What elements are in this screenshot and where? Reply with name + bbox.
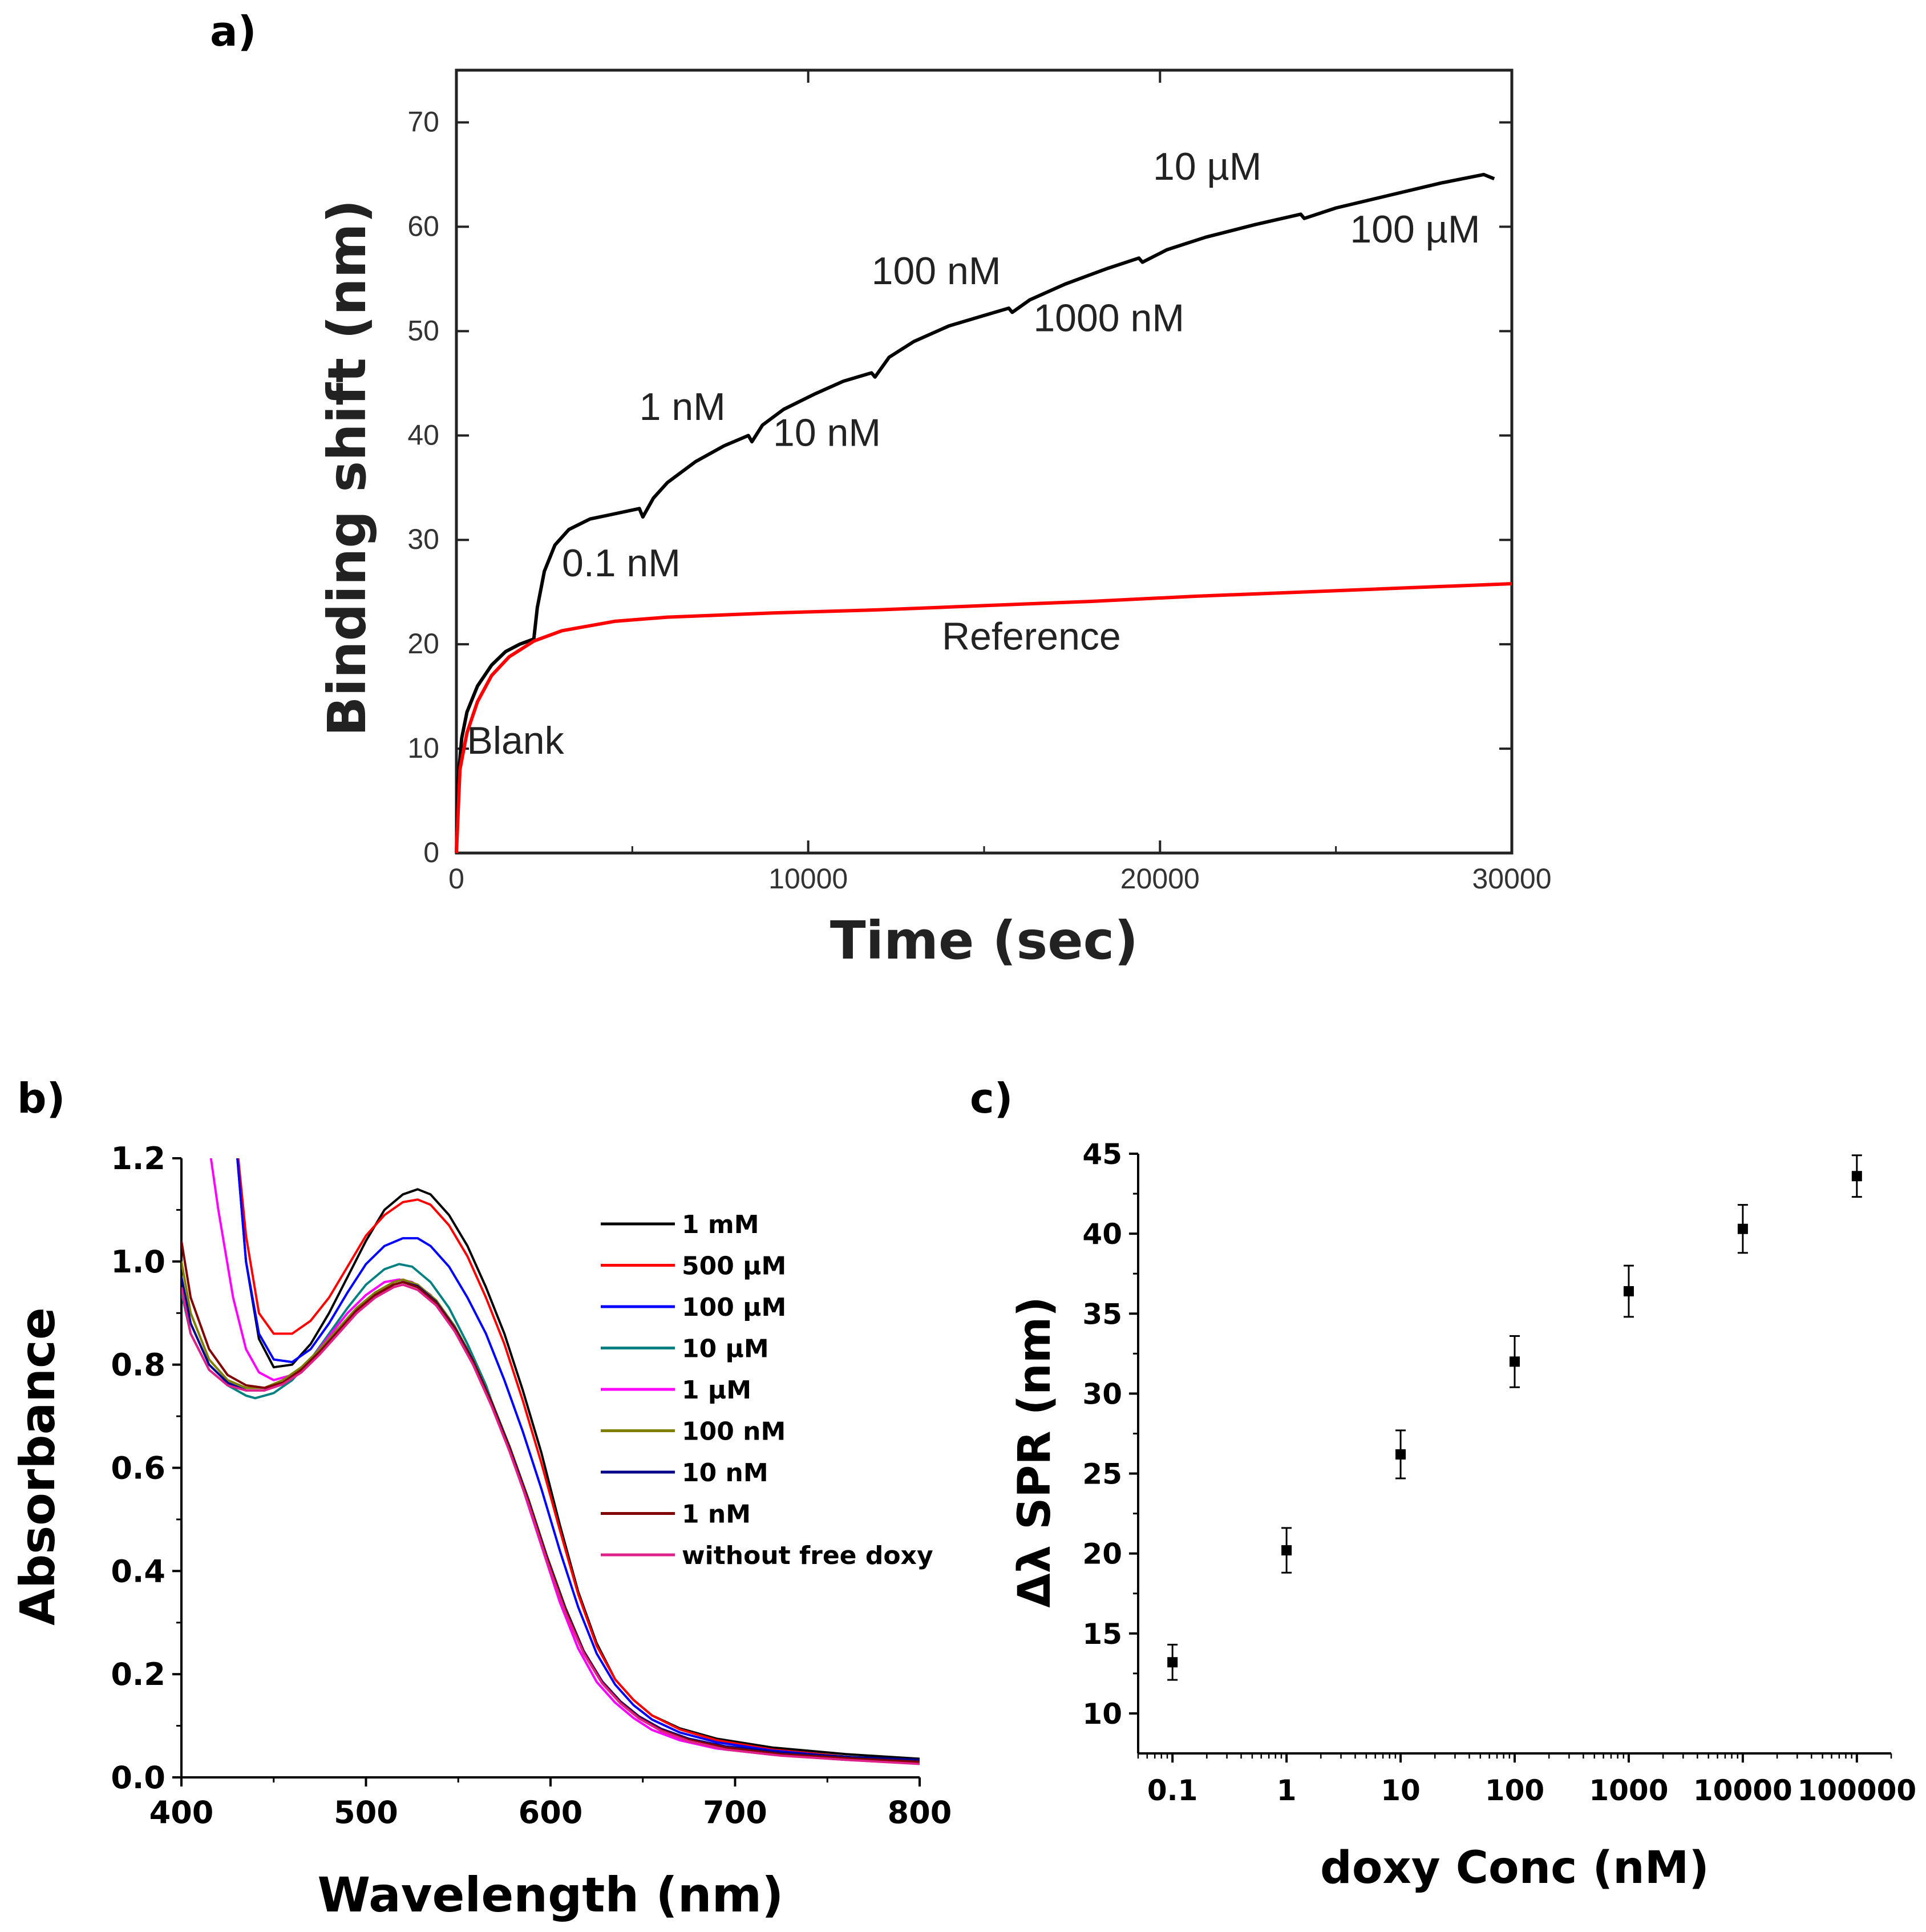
annotation-a-blank: Blank bbox=[467, 719, 565, 762]
y-tick-label-b: 1.0 bbox=[111, 1244, 165, 1280]
chart-c: 10 15 20 25 30 35 40 45 0.1 1 10 100 1000 10000 100000… bbox=[1009, 1138, 1916, 1894]
y-tick-label-b: 0.0 bbox=[111, 1760, 165, 1796]
legend-label-500-um: 500 µM bbox=[682, 1252, 786, 1281]
y-tick-label-a: 70 bbox=[407, 106, 439, 138]
series-line-b-1-um bbox=[209, 1158, 920, 1765]
x-tick-label-a: 30000 bbox=[1472, 863, 1551, 895]
annotation-a-1-nm: 1 nM bbox=[640, 385, 726, 429]
annotations-a: Blank 0.1 nM 1 nM 10 nM 100 nM 1000 nM 10 µM 10… bbox=[467, 145, 1480, 762]
x-tick-label-a: 20000 bbox=[1120, 863, 1200, 895]
annotation-a-0-1-nm: 0.1 nM bbox=[562, 541, 681, 585]
y-tick-label-b: 0.8 bbox=[111, 1347, 165, 1383]
legend-label-10-nm: 10 nM bbox=[682, 1458, 768, 1488]
y-tick-label-a: 60 bbox=[407, 210, 439, 242]
y-tick-label-a: 0 bbox=[423, 836, 439, 868]
annotation-a-reference: Reference bbox=[942, 615, 1121, 658]
legend-label-100-um: 100 µM bbox=[682, 1293, 786, 1322]
x-tick-label-c: 100000 bbox=[1797, 1774, 1916, 1807]
legend-label-1-um: 1 µM bbox=[682, 1376, 751, 1405]
data-point-c bbox=[1851, 1171, 1862, 1182]
ticks-b: 0.0 0.2 0.4 0.6 0.8 1.0 1.2 400 500 600 700 800 bbox=[111, 1141, 952, 1830]
x-tick-label-b: 700 bbox=[703, 1794, 767, 1830]
series-line-b-100-nm bbox=[181, 1261, 920, 1764]
legend-label-without-free-doxy: without free doxy bbox=[682, 1541, 933, 1570]
data-point-c bbox=[1510, 1356, 1520, 1367]
chart-a: 0 10 20 30 40 50 60 70 0 10000 20000 30000 Blank 0.1… bbox=[317, 68, 1552, 971]
annotation-a-1000-nm: 1000 nM bbox=[1033, 296, 1184, 339]
x-tick-label-b: 600 bbox=[519, 1794, 583, 1830]
x-tick-label-a: 0 bbox=[448, 863, 464, 895]
y-tick-label-c: 25 bbox=[1082, 1458, 1122, 1491]
y-tick-label-c: 30 bbox=[1082, 1377, 1122, 1410]
x-tick-label-b: 800 bbox=[888, 1794, 952, 1830]
panel-label-a: a) bbox=[210, 7, 257, 55]
series-line-a-0 bbox=[455, 172, 1495, 854]
y-tick-label-c: 35 bbox=[1082, 1298, 1122, 1331]
legend-label-10-um: 10 µM bbox=[682, 1335, 769, 1364]
annotation-a-10-nm: 10 nM bbox=[773, 411, 881, 455]
x-tick-label-c: 10 bbox=[1381, 1774, 1421, 1807]
series-b bbox=[181, 1158, 920, 1765]
annotation-a-100-um: 100 µM bbox=[1350, 208, 1480, 251]
data-point-c bbox=[1167, 1657, 1178, 1668]
y-tick-label-c: 15 bbox=[1082, 1618, 1122, 1651]
panel-label-b: b) bbox=[17, 1074, 65, 1122]
ylabel-b: Absorbance bbox=[10, 1307, 66, 1626]
x-tick-label-c: 100 bbox=[1485, 1774, 1544, 1807]
y-tick-label-a: 10 bbox=[407, 732, 439, 764]
xlabel-b: Wavelength (nm) bbox=[317, 1867, 783, 1923]
series-line-b-1-mm bbox=[236, 1158, 920, 1760]
series-line-a-1 bbox=[455, 582, 1512, 854]
ylabel-c: Δλ SPR (nm) bbox=[1009, 1296, 1061, 1608]
legend-b: 1 mM 500 µM 100 µM 10 µM 1 µM 100 nM 10 nM 1 nM… bbox=[601, 1210, 933, 1570]
x-tick-label-b: 500 bbox=[334, 1794, 398, 1830]
x-tick-label-c: 10000 bbox=[1693, 1774, 1793, 1807]
annotation-a-100-nm: 100 nM bbox=[872, 249, 1001, 293]
xlabel-c: doxy Conc (nM) bbox=[1320, 1842, 1709, 1894]
x-tick-label-b: 400 bbox=[149, 1794, 214, 1830]
y-tick-label-c: 40 bbox=[1082, 1218, 1122, 1251]
y-tick-label-b: 1.2 bbox=[111, 1141, 165, 1177]
data-point-c bbox=[1395, 1449, 1406, 1460]
xlabel-a: Time (sec) bbox=[830, 910, 1138, 971]
y-tick-label-a: 30 bbox=[407, 523, 439, 555]
ylabel-a: Binding shift (nm) bbox=[317, 199, 378, 736]
series-line-b-100-um bbox=[236, 1158, 920, 1763]
ticks-c: 10 15 20 25 30 35 40 45 0.1 1 10 100 1000 10000 100000 bbox=[1082, 1138, 1916, 1807]
plot-frame-a bbox=[455, 68, 1514, 855]
legend-label-1-mm: 1 mM bbox=[682, 1210, 759, 1239]
x-tick-label-a: 10000 bbox=[768, 863, 848, 895]
series-line-b-1-nm bbox=[181, 1240, 920, 1763]
x-tick-label-c: 0.1 bbox=[1147, 1774, 1198, 1807]
y-tick-label-b: 0.2 bbox=[111, 1656, 165, 1692]
chart-b: 0.0 0.2 0.4 0.6 0.8 1.0 1.2 400 500 600 700 800 1 m… bbox=[10, 1141, 952, 1923]
data-point-c bbox=[1737, 1223, 1748, 1234]
series-line-b-10-um bbox=[181, 1263, 920, 1765]
y-tick-label-b: 0.4 bbox=[111, 1553, 165, 1589]
legend-label-100-nm: 100 nM bbox=[682, 1417, 786, 1446]
annotation-a-10-um: 10 µM bbox=[1153, 145, 1261, 188]
data-point-c bbox=[1623, 1286, 1634, 1297]
y-tick-label-c: 20 bbox=[1082, 1538, 1122, 1571]
legend-label-1-nm: 1 nM bbox=[682, 1500, 751, 1529]
y-tick-label-a: 40 bbox=[407, 419, 439, 451]
y-tick-label-a: 50 bbox=[407, 314, 439, 346]
y-tick-label-c: 45 bbox=[1082, 1138, 1122, 1171]
y-tick-label-b: 0.6 bbox=[111, 1450, 165, 1486]
y-tick-label-c: 10 bbox=[1082, 1697, 1122, 1731]
y-tick-label-a: 20 bbox=[407, 628, 439, 660]
series-line-b-500-um bbox=[237, 1158, 920, 1763]
points-c bbox=[1167, 1154, 1862, 1681]
x-tick-label-c: 1000 bbox=[1589, 1774, 1668, 1807]
series-line-b-without-free-doxy bbox=[181, 1283, 920, 1765]
panel-label-c: c) bbox=[970, 1074, 1013, 1122]
ticks-a: 0 10 20 30 40 50 60 70 0 10000 20000 30000 bbox=[407, 70, 1552, 895]
data-point-c bbox=[1281, 1545, 1292, 1556]
series-a bbox=[455, 172, 1512, 854]
x-tick-label-c: 1 bbox=[1277, 1774, 1297, 1807]
